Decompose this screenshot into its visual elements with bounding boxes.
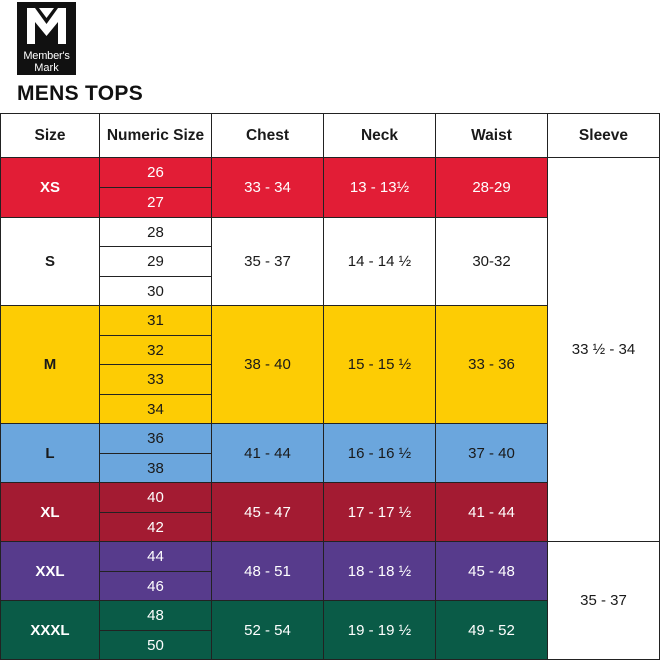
header-neck: Neck xyxy=(324,113,436,158)
waist-cell-xs: 28-29 xyxy=(436,158,548,218)
neck-cell-m: 15 - 15 ½ xyxy=(324,306,436,424)
numeric-size-cell: 33 xyxy=(100,365,212,395)
size-cell-l: L xyxy=(0,424,100,483)
chest-cell-xl: 45 - 47 xyxy=(212,483,324,542)
numeric-size-cell: 38 xyxy=(100,454,212,483)
header-chest: Chest xyxy=(212,113,324,158)
size-cell-m: M xyxy=(0,306,100,424)
numeric-size-cell: 34 xyxy=(100,395,212,424)
neck-cell-xxl: 18 - 18 ½ xyxy=(324,542,436,601)
chest-cell-xxl: 48 - 51 xyxy=(212,542,324,601)
size-cell-xxxl: XXXL xyxy=(0,601,100,660)
numeric-size-cell: 27 xyxy=(100,188,212,218)
waist-cell-xxl: 45 - 48 xyxy=(436,542,548,601)
numeric-size-cell: 50 xyxy=(100,631,212,660)
size-cell-xxl: XXL xyxy=(0,542,100,601)
numeric-size-cell: 40 xyxy=(100,483,212,513)
numeric-size-cell: 46 xyxy=(100,572,212,601)
size-cell-s: S xyxy=(0,218,100,306)
numeric-size-cell: 36 xyxy=(100,424,212,454)
neck-cell-xs: 13 - 13½ xyxy=(324,158,436,218)
numeric-size-cell: 32 xyxy=(100,336,212,365)
waist-cell-l: 37 - 40 xyxy=(436,424,548,483)
logo-text-line2: Mark xyxy=(34,62,59,74)
numeric-size-cell: 42 xyxy=(100,513,212,542)
page-title: MENS TOPS xyxy=(17,82,144,105)
neck-cell-s: 14 - 14 ½ xyxy=(324,218,436,306)
neck-cell-xl: 17 - 17 ½ xyxy=(324,483,436,542)
waist-cell-s: 30-32 xyxy=(436,218,548,306)
chest-cell-m: 38 - 40 xyxy=(212,306,324,424)
header-numeric-size: Numeric Size xyxy=(100,113,212,158)
chest-cell-xs: 33 - 34 xyxy=(212,158,324,218)
numeric-size-cell: 29 xyxy=(100,247,212,277)
chest-cell-s: 35 - 37 xyxy=(212,218,324,306)
neck-cell-l: 16 - 16 ½ xyxy=(324,424,436,483)
numeric-size-cell: 48 xyxy=(100,601,212,631)
numeric-size-cell: 31 xyxy=(100,306,212,336)
m-emblem-icon xyxy=(27,8,66,44)
members-mark-logo: Member's Mark xyxy=(17,2,76,75)
numeric-size-cell: 26 xyxy=(100,158,212,188)
chest-cell-xxxl: 52 - 54 xyxy=(212,601,324,660)
header-size: Size xyxy=(0,113,100,158)
waist-cell-m: 33 - 36 xyxy=(436,306,548,424)
size-cell-xs: XS xyxy=(0,158,100,218)
size-chart-table: Size Numeric Size Chest Neck Waist Sleeve XS 26… xyxy=(0,113,660,660)
waist-cell-xl: 41 - 44 xyxy=(436,483,548,542)
waist-cell-xxxl: 49 - 52 xyxy=(436,601,548,660)
header-waist: Waist xyxy=(436,113,548,158)
size-cell-xl: XL xyxy=(0,483,100,542)
sleeve-cell: 35 - 37 xyxy=(548,542,660,660)
numeric-size-cell: 44 xyxy=(100,542,212,572)
neck-cell-xxxl: 19 - 19 ½ xyxy=(324,601,436,660)
sleeve-cell: 33 ½ - 34 xyxy=(548,158,660,542)
chest-cell-l: 41 - 44 xyxy=(212,424,324,483)
numeric-size-cell: 30 xyxy=(100,277,212,306)
logo-text-line1: Member's xyxy=(23,50,70,62)
numeric-size-cell: 28 xyxy=(100,218,212,247)
header-sleeve: Sleeve xyxy=(548,113,660,158)
